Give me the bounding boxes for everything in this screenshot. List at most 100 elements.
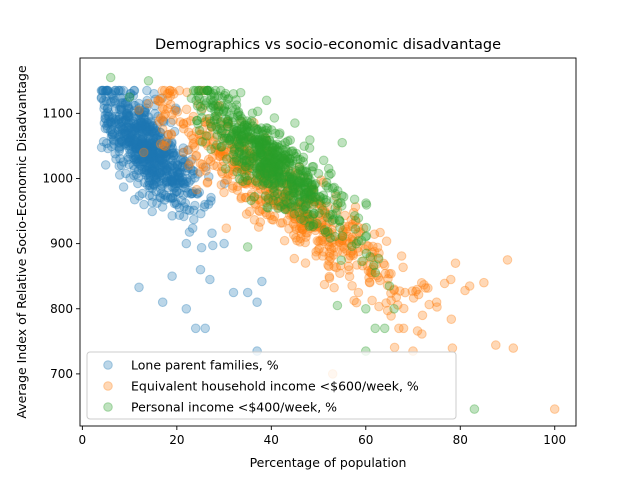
data-point (384, 281, 395, 291)
data-point (123, 134, 134, 144)
data-point (364, 277, 375, 287)
data-point (196, 208, 206, 219)
data-point (124, 159, 134, 170)
data-point (159, 139, 169, 149)
data-point (236, 192, 247, 202)
data-point (314, 202, 325, 213)
data-point (161, 147, 171, 157)
data-point (200, 117, 210, 127)
data-point (147, 197, 157, 208)
data-point (165, 85, 175, 96)
data-point (143, 127, 153, 137)
data-point (279, 235, 290, 246)
data-point (269, 211, 280, 222)
data-point (260, 195, 271, 205)
data-point (252, 174, 263, 184)
data-point (381, 236, 392, 246)
data-point (111, 104, 121, 114)
data-point (167, 177, 178, 188)
data-point (162, 95, 173, 105)
data-point (156, 188, 167, 198)
data-point (219, 136, 229, 146)
data-point (113, 132, 124, 142)
data-point (159, 162, 170, 172)
data-point (334, 237, 344, 248)
data-point (152, 120, 162, 131)
data-point (126, 132, 137, 142)
data-point (126, 134, 136, 144)
x-tick-label: 40 (264, 433, 279, 447)
data-point (141, 170, 151, 180)
data-point (290, 221, 300, 231)
data-point (201, 166, 211, 176)
data-point (162, 170, 173, 181)
data-point (259, 148, 270, 159)
data-point (139, 142, 149, 152)
data-point (154, 148, 164, 158)
data-point (116, 98, 127, 108)
data-point (316, 201, 327, 211)
data-point (328, 250, 339, 260)
data-point (110, 85, 121, 96)
data-point (290, 170, 301, 181)
data-point (129, 85, 140, 96)
data-point (142, 126, 152, 136)
data-point (284, 190, 295, 201)
data-point (138, 138, 148, 149)
data-point (139, 148, 150, 158)
data-point (193, 99, 204, 109)
data-point (314, 243, 325, 254)
data-point (155, 142, 166, 152)
data-point (146, 147, 156, 158)
data-point (153, 153, 163, 163)
data-point (272, 169, 283, 180)
data-point (172, 161, 183, 171)
data-point (134, 107, 145, 118)
data-point (310, 220, 321, 230)
data-point (368, 241, 378, 252)
data-point (141, 126, 151, 137)
data-point (181, 238, 192, 249)
data-point (140, 148, 151, 158)
data-point (164, 149, 175, 159)
data-point (129, 194, 140, 205)
data-point (255, 184, 266, 194)
data-point (370, 267, 381, 278)
data-point (212, 111, 223, 122)
data-point (161, 147, 171, 157)
data-point (152, 166, 162, 176)
data-point (304, 183, 315, 194)
data-point (116, 117, 127, 127)
data-point (233, 163, 243, 174)
data-point (136, 117, 146, 128)
data-point (242, 287, 253, 298)
data-point (258, 170, 269, 181)
data-point (183, 127, 194, 137)
data-point (179, 182, 190, 193)
data-point (237, 145, 248, 156)
data-point (110, 111, 121, 122)
data-point (293, 199, 304, 210)
data-point (134, 103, 144, 113)
data-point (353, 287, 364, 298)
data-point (242, 145, 253, 156)
data-point (321, 229, 332, 240)
data-point (157, 154, 168, 165)
data-point (143, 148, 154, 159)
data-point (289, 211, 299, 221)
data-point (101, 91, 111, 102)
data-point (137, 118, 147, 129)
data-point (120, 129, 131, 139)
data-point (108, 93, 119, 104)
data-point (143, 143, 153, 154)
data-point (140, 165, 150, 175)
data-point (159, 85, 170, 96)
data-point (127, 147, 137, 158)
data-point (282, 215, 293, 226)
data-point (219, 238, 229, 249)
data-point (151, 159, 162, 169)
data-point (131, 143, 141, 153)
data-point (228, 89, 239, 99)
data-point (157, 202, 168, 212)
data-point (144, 177, 154, 188)
